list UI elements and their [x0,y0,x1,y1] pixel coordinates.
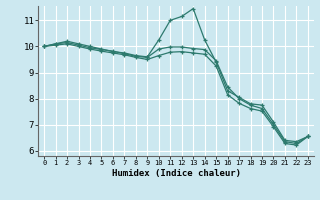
X-axis label: Humidex (Indice chaleur): Humidex (Indice chaleur) [111,169,241,178]
